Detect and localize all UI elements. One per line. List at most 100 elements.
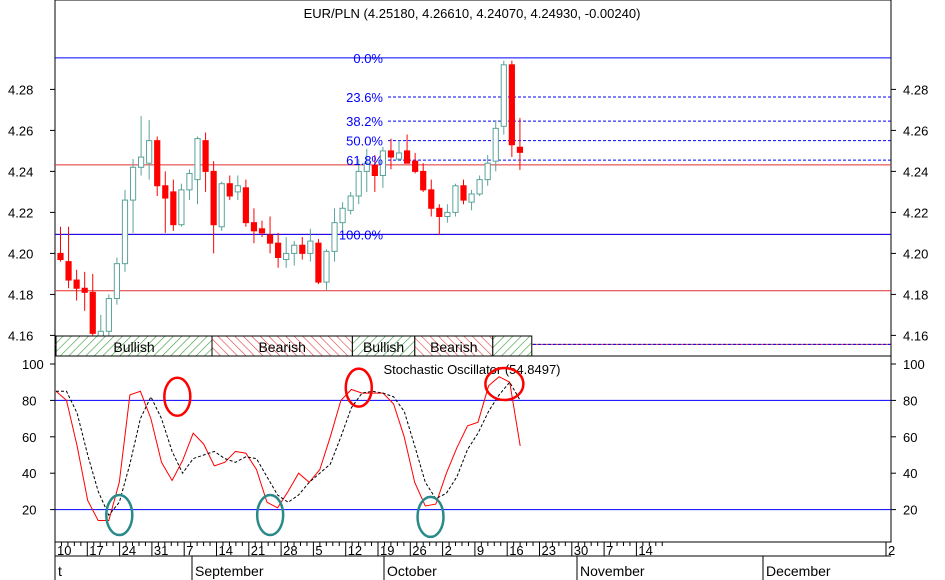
price-y-label-left: 4.24 [8, 164, 33, 179]
candle-body [476, 179, 483, 195]
price-y-label-right: 4.18 [903, 287, 928, 302]
x-day-label: 30 [574, 543, 588, 558]
candle [283, 237, 290, 268]
candle [484, 155, 491, 186]
candle-body [194, 138, 201, 181]
stoch-y-label-right: 80 [903, 393, 917, 408]
x-day-label: 12 [348, 543, 362, 558]
candle-body [57, 252, 64, 261]
candle-body [162, 185, 169, 199]
sentiment-band-label: Bearish [258, 339, 305, 355]
stochastic-panel-frame [54, 355, 892, 543]
candle [347, 191, 354, 215]
stochastic-d-line [56, 381, 521, 517]
price-y-label-left: 4.22 [8, 205, 33, 220]
candle-body [363, 162, 370, 172]
x-day-label: 2 [888, 543, 895, 558]
fibonacci-label: 23.6% [346, 90, 383, 105]
oversold-circle [416, 495, 445, 539]
candle [291, 241, 298, 266]
candle-body [210, 170, 217, 226]
x-day-label: 17 [89, 543, 103, 558]
x-day-label: 2 [445, 543, 452, 558]
x-month-label: December [766, 563, 831, 579]
stochastic-y-axis: 20 20 40 40 60 60 80 80 100 100 [22, 357, 925, 518]
candle-body [412, 160, 419, 172]
candle [113, 257, 121, 305]
x-day-label: 24 [122, 543, 136, 558]
stoch-y-label-right: 20 [903, 503, 917, 518]
price-y-label-right: 4.16 [903, 328, 928, 343]
candle [250, 208, 258, 244]
stoch-y-label-right: 100 [903, 357, 925, 372]
x-day-label: 14 [638, 543, 652, 558]
candle [395, 140, 403, 162]
x-month-label: September [195, 563, 264, 579]
candle [202, 132, 209, 192]
candle [210, 161, 217, 254]
candle [226, 175, 233, 201]
candle-body [283, 252, 290, 261]
candle-body [428, 189, 435, 209]
overbought-circle [344, 367, 374, 408]
candle-body [234, 185, 241, 193]
candle [379, 146, 386, 188]
candle [307, 228, 314, 262]
candle [371, 155, 378, 192]
stoch-y-label-right: 40 [903, 466, 917, 481]
candle [428, 179, 435, 217]
candle [363, 148, 370, 192]
x-day-label: 7 [186, 543, 193, 558]
candle [452, 183, 459, 217]
price-panel-frame [54, 0, 892, 357]
fibonacci-label: 100.0% [339, 227, 384, 242]
candle-body [65, 261, 72, 281]
x-day-label: 16 [509, 543, 523, 558]
stoch-y-label-left: 100 [22, 357, 44, 372]
candle-body [452, 185, 459, 213]
candle-body [331, 222, 338, 252]
fibonacci-label: 50.0% [346, 134, 383, 149]
stoch-y-label-left: 20 [22, 503, 36, 518]
candle-body [266, 234, 274, 244]
candle [420, 163, 427, 192]
stoch-y-label-left: 80 [22, 393, 36, 408]
x-day-label: 21 [251, 543, 265, 558]
x-day-label: 23 [542, 543, 556, 558]
candle [299, 237, 306, 260]
stoch-y-label-left: 40 [22, 466, 36, 481]
candle [339, 202, 346, 231]
candle [57, 226, 64, 262]
stoch-y-label-right: 60 [903, 430, 917, 445]
candle [162, 171, 169, 233]
candle-body [226, 183, 233, 197]
candle [500, 60, 507, 135]
candle-body [138, 156, 145, 168]
candle [170, 179, 177, 231]
candle [234, 175, 241, 201]
candle [355, 159, 362, 205]
candle-body [105, 298, 112, 332]
candle-body [307, 240, 314, 254]
candle [468, 189, 475, 211]
candle [218, 181, 225, 231]
candle-body [146, 140, 153, 164]
candle-body [355, 170, 362, 197]
candle [412, 152, 419, 174]
candle [81, 271, 88, 311]
candle [436, 204, 443, 235]
candle-body [516, 146, 524, 153]
fibonacci-labels: 0.0%23.6%38.2%50.0%61.8%100.0%161.8% [339, 51, 384, 353]
candle-body [129, 166, 137, 201]
candle-body [315, 242, 322, 283]
price-y-label-left: 4.16 [8, 328, 33, 343]
candle [460, 179, 467, 205]
fibonacci-label: 61.8% [346, 153, 383, 168]
candle [444, 204, 451, 223]
candle [105, 294, 112, 336]
x-day-label: 28 [283, 543, 297, 558]
candle [331, 208, 338, 262]
x-day-label: 14 [219, 543, 233, 558]
candle-body [242, 187, 249, 224]
